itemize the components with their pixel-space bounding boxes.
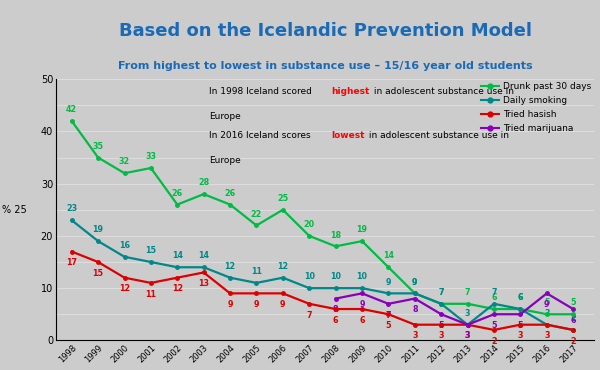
Text: 3: 3 bbox=[465, 309, 470, 318]
Text: 17: 17 bbox=[66, 258, 77, 268]
Text: 6: 6 bbox=[518, 293, 523, 302]
Text: 2: 2 bbox=[571, 314, 576, 323]
Text: lowest: lowest bbox=[331, 131, 365, 141]
Text: 26: 26 bbox=[172, 189, 183, 198]
Text: 7: 7 bbox=[491, 288, 497, 297]
Text: 5: 5 bbox=[571, 299, 576, 307]
Text: 3: 3 bbox=[518, 332, 523, 340]
Text: 7: 7 bbox=[386, 310, 391, 320]
Text: 9: 9 bbox=[544, 300, 550, 309]
Text: 7: 7 bbox=[439, 288, 444, 297]
Text: Based on the Icelandic Prevention Model: Based on the Icelandic Prevention Model bbox=[119, 22, 532, 40]
Text: 9: 9 bbox=[412, 278, 418, 287]
Text: 3: 3 bbox=[412, 332, 418, 340]
Text: 3: 3 bbox=[544, 332, 550, 340]
Text: 3: 3 bbox=[465, 332, 470, 340]
Text: 9: 9 bbox=[254, 300, 259, 309]
Text: 25: 25 bbox=[277, 194, 289, 203]
Text: in adolescent substance use in: in adolescent substance use in bbox=[371, 87, 514, 96]
Text: 15: 15 bbox=[92, 269, 104, 278]
Text: 12: 12 bbox=[119, 285, 130, 293]
Text: 16: 16 bbox=[119, 241, 130, 250]
Text: 7: 7 bbox=[307, 310, 312, 320]
Text: 10: 10 bbox=[304, 272, 315, 281]
Text: 11: 11 bbox=[251, 267, 262, 276]
Text: 6: 6 bbox=[571, 316, 576, 325]
Text: 3: 3 bbox=[544, 309, 550, 318]
Text: 2: 2 bbox=[571, 337, 576, 346]
Text: 12: 12 bbox=[172, 285, 183, 293]
Text: 42: 42 bbox=[66, 105, 77, 114]
Text: in adolescent substance use in: in adolescent substance use in bbox=[366, 131, 509, 141]
Text: 9: 9 bbox=[280, 300, 286, 309]
Text: 6: 6 bbox=[491, 293, 497, 302]
Text: 5: 5 bbox=[518, 321, 523, 330]
Text: Europe: Europe bbox=[209, 112, 241, 121]
Text: 28: 28 bbox=[198, 178, 209, 187]
Text: 6: 6 bbox=[518, 293, 523, 302]
Text: From highest to lowest in substance use – 15/16 year old students: From highest to lowest in substance use … bbox=[118, 61, 532, 71]
Text: 18: 18 bbox=[330, 231, 341, 239]
Text: 12: 12 bbox=[277, 262, 289, 271]
Text: 9: 9 bbox=[227, 300, 233, 309]
Text: 8: 8 bbox=[333, 305, 338, 314]
Text: 10: 10 bbox=[330, 272, 341, 281]
Text: 7: 7 bbox=[465, 288, 470, 297]
Text: 12: 12 bbox=[224, 262, 236, 271]
Text: 9: 9 bbox=[359, 300, 365, 309]
Text: % 25: % 25 bbox=[2, 205, 26, 215]
Text: 9: 9 bbox=[412, 278, 418, 287]
Text: 5: 5 bbox=[544, 299, 550, 307]
Text: 35: 35 bbox=[92, 142, 104, 151]
Legend: Drunk past 30 days, Daily smoking, Tried hasish, Tried marijuana: Drunk past 30 days, Daily smoking, Tried… bbox=[477, 78, 595, 137]
Text: 13: 13 bbox=[198, 279, 209, 288]
Text: Europe: Europe bbox=[209, 156, 241, 165]
Text: 3: 3 bbox=[439, 332, 444, 340]
Text: 6: 6 bbox=[359, 316, 365, 325]
Text: 8: 8 bbox=[412, 305, 418, 314]
Text: 20: 20 bbox=[304, 220, 315, 229]
Text: 15: 15 bbox=[145, 246, 157, 255]
Text: 5: 5 bbox=[491, 321, 497, 330]
Text: 14: 14 bbox=[172, 252, 183, 260]
Text: 14: 14 bbox=[198, 252, 209, 260]
Text: 10: 10 bbox=[356, 272, 368, 281]
Text: 11: 11 bbox=[145, 290, 157, 299]
Text: 19: 19 bbox=[92, 225, 104, 234]
Text: 2: 2 bbox=[491, 337, 497, 346]
Text: 23: 23 bbox=[66, 205, 77, 213]
Text: 3: 3 bbox=[465, 332, 470, 340]
Text: 32: 32 bbox=[119, 158, 130, 166]
Text: 19: 19 bbox=[356, 225, 368, 234]
Text: In 1998 Iceland scored: In 1998 Iceland scored bbox=[209, 87, 315, 96]
Text: highest: highest bbox=[331, 87, 370, 96]
Text: 26: 26 bbox=[224, 189, 236, 198]
Text: 14: 14 bbox=[383, 252, 394, 260]
Text: 5: 5 bbox=[439, 321, 444, 330]
Text: 6: 6 bbox=[333, 316, 338, 325]
Text: 22: 22 bbox=[251, 210, 262, 219]
Text: In 2016 Iceland scores: In 2016 Iceland scores bbox=[209, 131, 314, 141]
Text: 5: 5 bbox=[386, 321, 391, 330]
Text: 7: 7 bbox=[439, 288, 444, 297]
Text: 9: 9 bbox=[386, 278, 391, 287]
Text: 33: 33 bbox=[145, 152, 157, 161]
